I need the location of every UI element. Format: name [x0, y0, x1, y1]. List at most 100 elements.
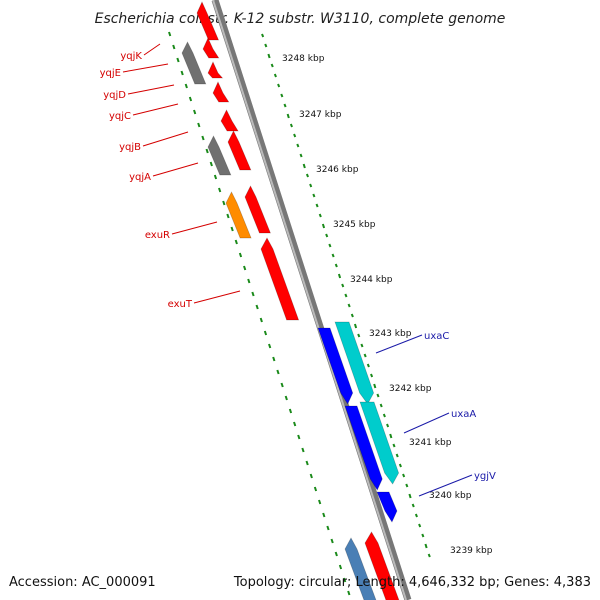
genome-summary-text: Topology: circular; Length: 4,646,332 bp… [233, 575, 591, 590]
tick-mark [424, 543, 428, 549]
tick-mark [283, 103, 287, 108]
tick-mark [408, 493, 412, 499]
backbone [211, 0, 412, 600]
tick-mark [238, 252, 243, 258]
tick-mark [343, 577, 347, 583]
tick-mark [277, 83, 281, 88]
tick-mark [267, 53, 271, 59]
gene-arrow-yqjE [202, 37, 220, 59]
tick-mark [264, 43, 268, 48]
scale-label: 3239 kbp [450, 546, 493, 556]
label-leader-line [171, 221, 218, 235]
tick-mark [360, 343, 364, 348]
gene-block-uxaA [359, 401, 400, 485]
tick-mark [322, 512, 326, 518]
scale-label: 3248 kbp [282, 54, 325, 64]
tick-mark [222, 200, 226, 206]
tick-mark [305, 460, 309, 466]
gene-label-uxaA: uxaA [451, 409, 476, 420]
tick-mark [288, 408, 293, 414]
tick-mark [205, 148, 209, 154]
gene-block-yqjA [207, 135, 232, 176]
gene-label-exuR: exuR [145, 230, 170, 241]
label-leader-line [143, 43, 161, 56]
tick-mark [395, 453, 399, 458]
tick-mark [376, 393, 380, 398]
tick-mark [370, 373, 374, 378]
tick-mark [366, 363, 370, 368]
gene-label-yqjK: yqjK [120, 51, 142, 62]
right-gene-labels: uxaC uxaA ygjV [375, 331, 496, 497]
tick-mark [270, 63, 274, 68]
tick-mark [312, 193, 316, 198]
tick-mark [338, 564, 343, 570]
tick-mark [301, 447, 305, 453]
tick-mark [305, 173, 309, 178]
gene-arrow-uxaA [344, 405, 383, 491]
label-leader-line [132, 103, 179, 116]
gene-arrow-yqjK [196, 1, 220, 41]
tick-mark [176, 57, 180, 63]
left-gene-labels: yqjK yqjE yqjD yqjC yqjB yqjA exuR exuT [100, 43, 241, 310]
tick-mark [268, 343, 272, 349]
tick-mark [353, 323, 358, 329]
tick-mark [226, 213, 230, 219]
gene-block-uxaC [334, 321, 375, 405]
tick-mark [184, 83, 188, 89]
gene-arrow-ygjV [376, 491, 398, 523]
tick-mark [363, 353, 367, 358]
tick-mark [261, 33, 265, 38]
tick-mark [273, 73, 277, 78]
tick-mark [382, 413, 386, 418]
tick-mark [272, 356, 276, 362]
tick-mark [321, 223, 326, 229]
tick-mark [389, 433, 393, 439]
gene-label-ygjV: ygjV [474, 471, 496, 482]
gene-block-exuR [225, 191, 252, 239]
scale-label: 3246 kbp [316, 165, 359, 175]
tick-mark [309, 183, 313, 188]
tick-mark [247, 278, 251, 284]
tick-mark [402, 473, 406, 478]
tick-mark [230, 226, 234, 232]
gene-arrow-yqjB [220, 109, 239, 132]
tick-mark [418, 523, 422, 528]
tick-mark [414, 513, 418, 518]
tick-mark [350, 313, 354, 318]
label-leader-line [152, 162, 199, 177]
scale-label: 3243 kbp [369, 329, 412, 339]
label-leader-line [142, 131, 189, 147]
scale-label: 3242 kbp [389, 384, 432, 394]
scale-label: 3240 kbp [429, 491, 472, 501]
gene-arrow-partial [364, 531, 400, 600]
tick-mark [296, 143, 300, 148]
tick-mark [326, 525, 330, 531]
tick-mark [284, 395, 288, 401]
tick-mark [313, 486, 318, 492]
tick-mark [286, 113, 290, 119]
tick-mark [297, 434, 301, 440]
gene-arrow-yqjA [227, 130, 252, 171]
gene-arrow-yqjD [207, 61, 224, 79]
tick-mark [280, 93, 284, 98]
tick-mark [421, 533, 425, 538]
tick-mark [318, 499, 322, 505]
gene-arrow-uxaC [317, 327, 354, 405]
tick-mark [398, 463, 402, 468]
tick-mark [337, 273, 342, 279]
gene-label-yqjC: yqjC [109, 111, 131, 122]
gene-block-partial [344, 537, 377, 600]
tick-mark [411, 503, 415, 508]
tick-mark [276, 369, 280, 375]
outer-tick-track [261, 33, 431, 558]
tick-mark [341, 283, 345, 288]
tick-mark [328, 243, 332, 248]
tick-mark [392, 443, 396, 448]
tick-mark [255, 304, 259, 310]
tick-mark [213, 174, 218, 180]
scale-label: 3245 kbp [333, 220, 376, 230]
gene-arrow-exuR [244, 185, 271, 234]
label-leader-line [122, 63, 169, 73]
gene-block-yqjE [181, 41, 207, 85]
